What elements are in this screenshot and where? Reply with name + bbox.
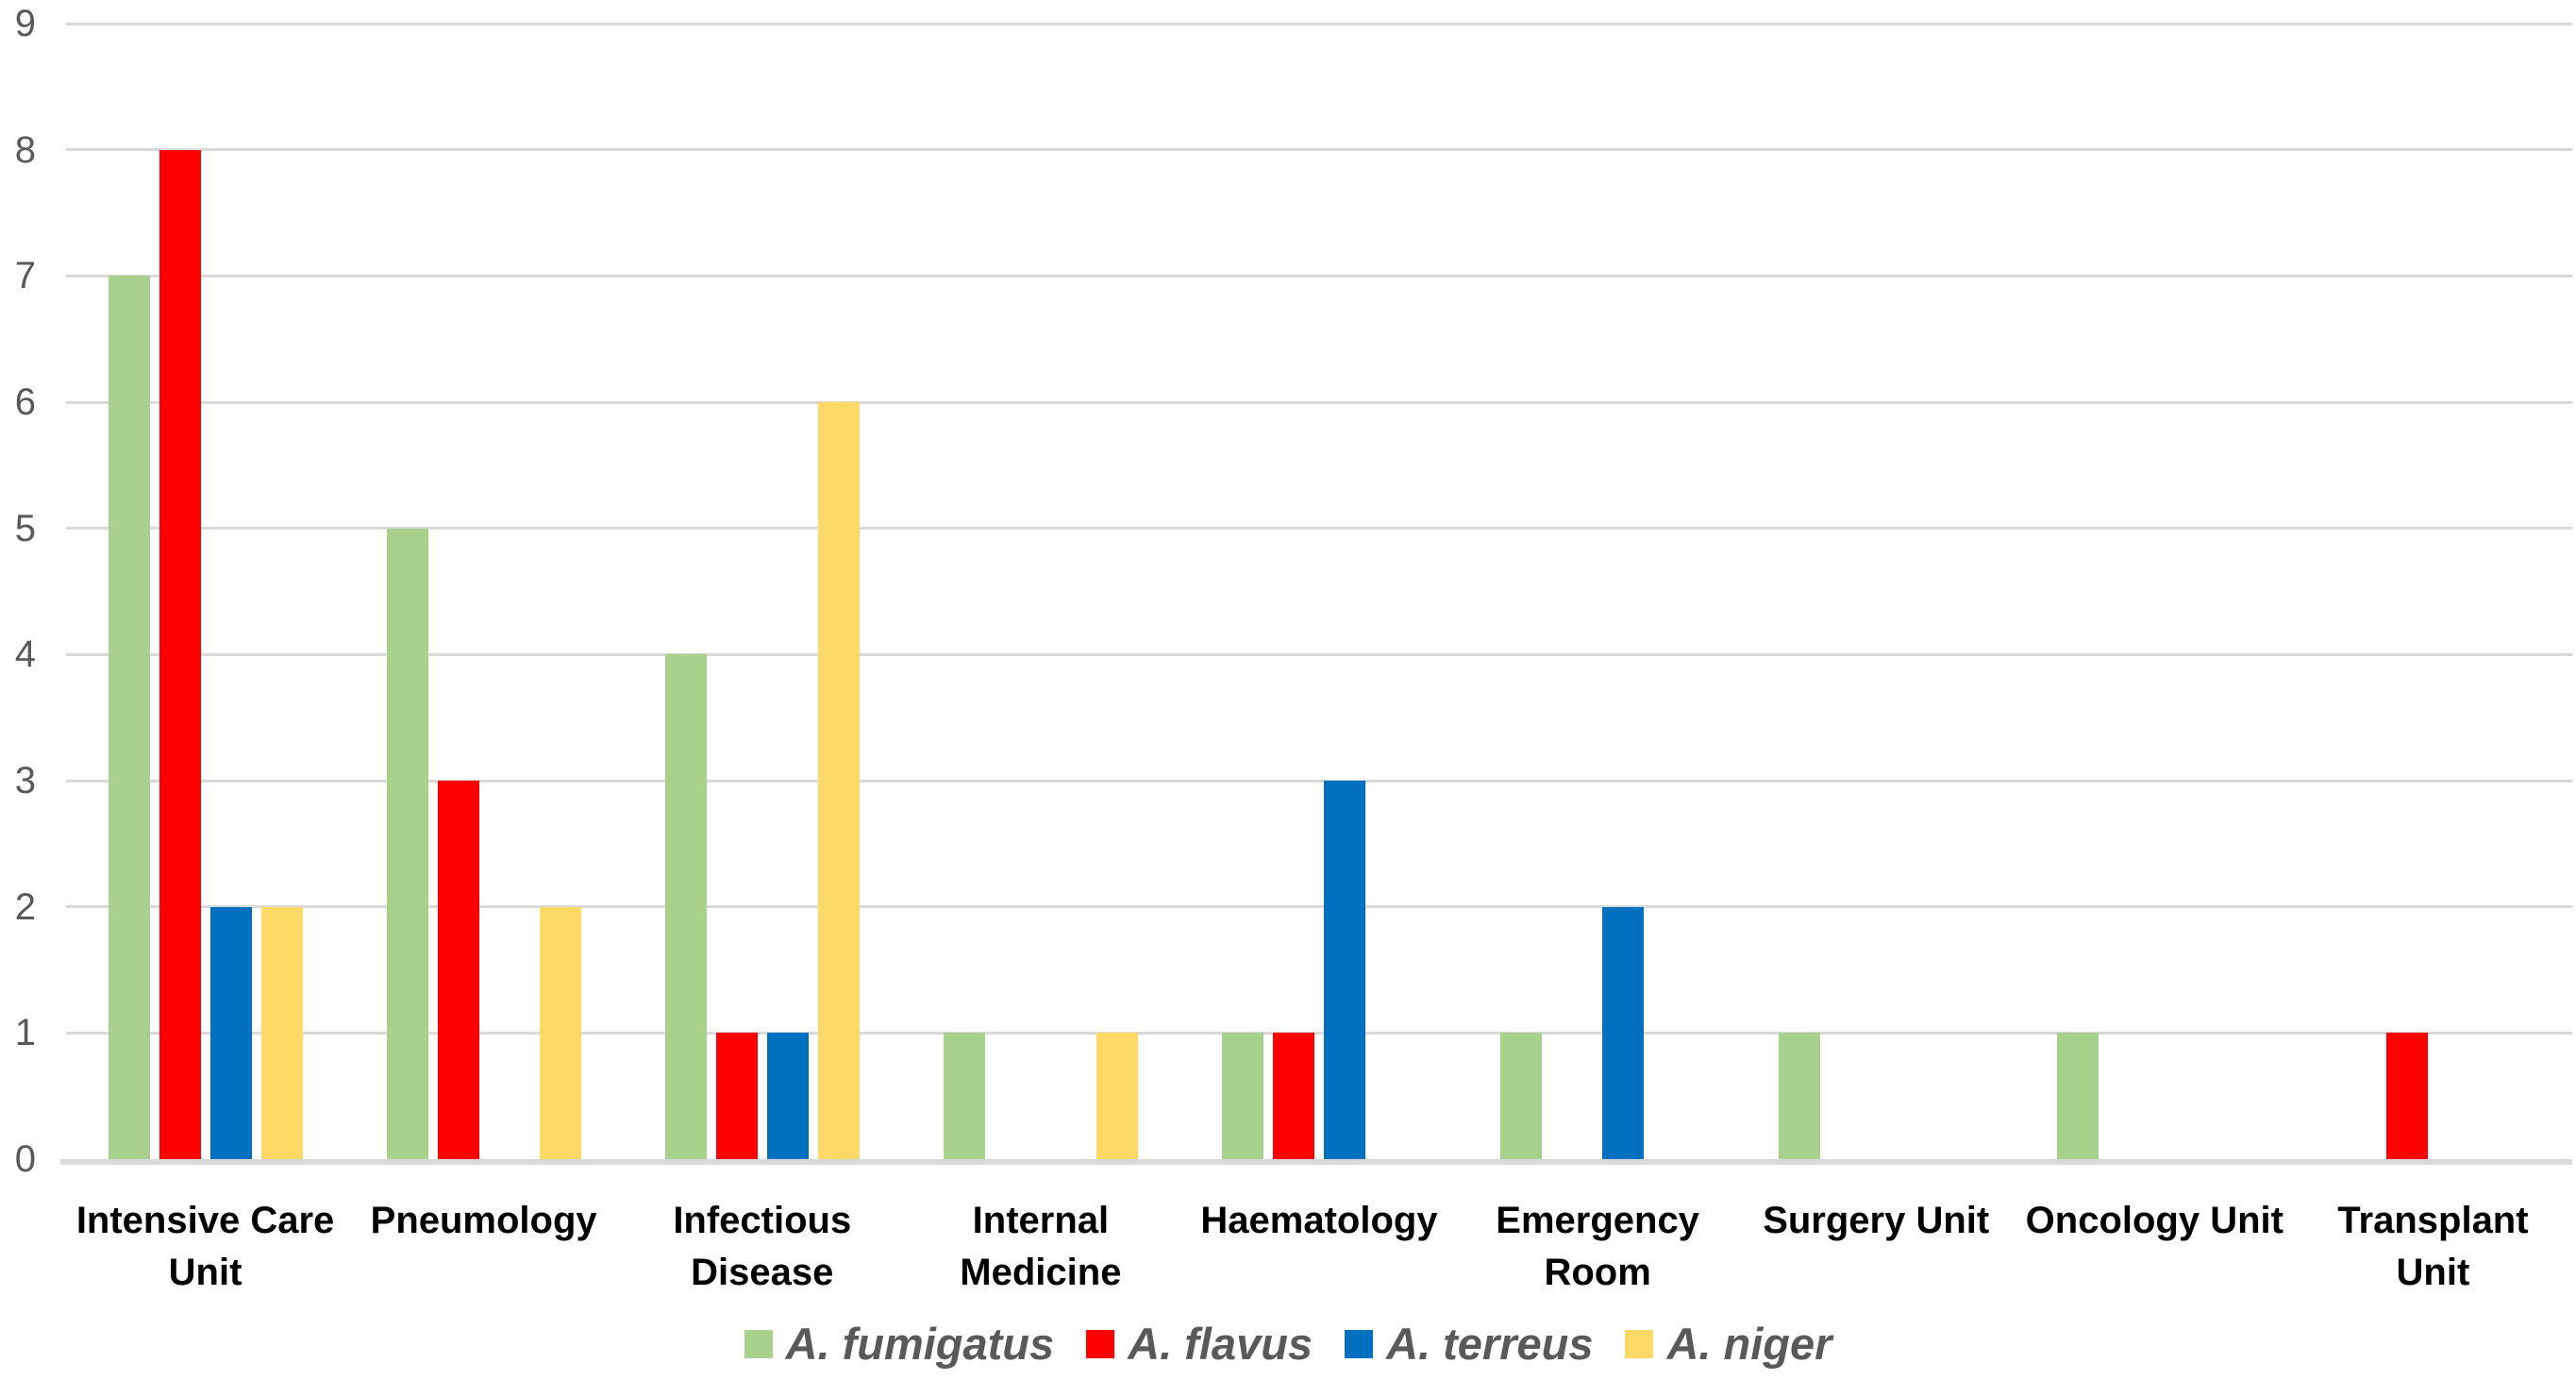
x-category-label: Internal Medicine (960, 1200, 1122, 1293)
bar (1222, 1033, 1263, 1159)
bar (1779, 1033, 1821, 1159)
bar (1602, 906, 1645, 1159)
bar (260, 906, 303, 1159)
y-tick-label: 9 (14, 3, 36, 44)
legend-marker (1345, 1329, 1374, 1358)
x-category-label: Transplant Unit (2337, 1200, 2529, 1293)
y-tick-label: 1 (14, 1012, 36, 1054)
x-category-label: Infectious Disease (673, 1200, 852, 1293)
plot-area (66, 0, 2572, 1159)
legend-item: A. terreus (1345, 1321, 1593, 1366)
bar (817, 402, 860, 1159)
bar (539, 906, 581, 1159)
gridline (66, 905, 2572, 909)
legend-label: A. niger (1666, 1319, 1832, 1369)
bar (437, 781, 479, 1159)
legend-item: A. niger (1625, 1321, 1832, 1366)
legend-item: A. flavus (1086, 1321, 1313, 1366)
x-category-label: Oncology Unit (2025, 1200, 2283, 1241)
bar (715, 1033, 758, 1159)
x-axis-line (60, 1159, 2572, 1165)
gridline (66, 22, 2572, 25)
bar (1324, 781, 1365, 1159)
gridline (66, 527, 2572, 530)
bar (1096, 1033, 1138, 1159)
y-tick-label: 0 (14, 1138, 36, 1180)
x-category-label: Intensive Care Unit (75, 1200, 335, 1293)
x-category-label: Haematology (1200, 1200, 1438, 1241)
bar-group (2335, 1033, 2530, 1159)
bar-group (664, 402, 860, 1159)
bar (1273, 1033, 1314, 1159)
bar (943, 1033, 985, 1159)
y-tick-label: 2 (14, 885, 36, 928)
bar (2386, 1033, 2429, 1159)
bar (1500, 1033, 1543, 1159)
bar (2057, 1033, 2099, 1159)
gridline (66, 779, 2572, 783)
bar (159, 149, 201, 1159)
legend-label: A. terreus (1386, 1319, 1594, 1369)
bar-group (2057, 1033, 2251, 1159)
legend-label: A. fumigatus (785, 1319, 1055, 1369)
y-tick-label: 5 (14, 507, 36, 549)
bar-group (108, 149, 303, 1159)
gridline (66, 148, 2572, 152)
bar (209, 906, 252, 1159)
bar (108, 276, 150, 1159)
x-category-label: Emergency Room (1496, 1200, 1699, 1293)
y-tick-label: 7 (14, 255, 36, 297)
gridline (66, 652, 2572, 656)
bar-group (386, 528, 581, 1159)
legend-marker (744, 1329, 773, 1358)
legend-marker (1086, 1329, 1115, 1358)
y-tick-label: 6 (14, 381, 36, 423)
legend-item: A. fumigatus (744, 1319, 1055, 1369)
x-category-label: Surgery Unit (1763, 1200, 1990, 1241)
bar-group (1779, 1033, 1973, 1159)
y-tick-label: 4 (14, 633, 36, 676)
bar (386, 528, 428, 1159)
y-tick-label: 3 (14, 760, 36, 801)
x-category-label: Pneumology (370, 1200, 597, 1241)
legend-label: A. flavus (1128, 1319, 1313, 1369)
gridline (66, 274, 2572, 278)
gridline (66, 400, 2572, 404)
legend-marker (1625, 1329, 1654, 1358)
gridline (66, 1031, 2572, 1035)
legend: A. fumigatus A. flavus A. terreus A. niger (0, 1321, 2576, 1366)
bar-group (943, 1033, 1138, 1159)
bar-group (1222, 781, 1416, 1159)
bar-group (1500, 906, 1695, 1159)
y-tick-label: 8 (14, 128, 36, 171)
bar (766, 1033, 809, 1159)
bar (664, 654, 707, 1159)
